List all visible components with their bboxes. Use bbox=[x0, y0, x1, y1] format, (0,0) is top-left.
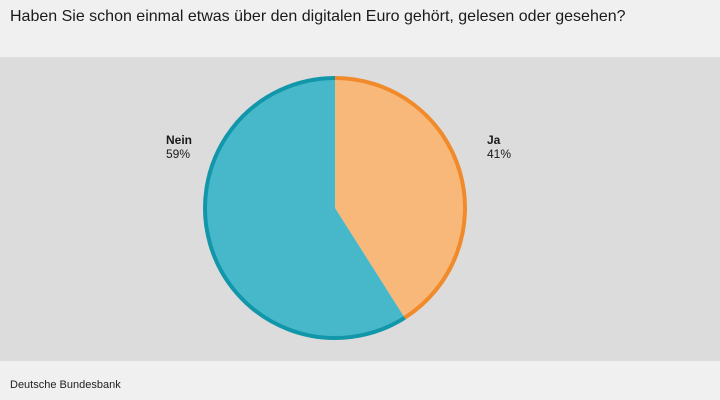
chart-panel: Nein 59% Ja 41% bbox=[0, 57, 720, 361]
source-note: Deutsche Bundesbank bbox=[10, 379, 121, 391]
slice-label-ja: Ja 41% bbox=[487, 133, 511, 161]
slice-value-nein: 59% bbox=[165, 147, 191, 161]
pie-slice-nein bbox=[205, 78, 405, 338]
slice-label-nein: Nein 59% bbox=[166, 133, 192, 161]
slice-name-ja: Ja bbox=[487, 133, 501, 147]
slice-name-nein: Nein bbox=[165, 133, 192, 147]
pie-rim-ja bbox=[334, 76, 467, 320]
pie-rim-nein bbox=[203, 76, 406, 340]
chart-title: Haben Sie schon einmal etwas über den di… bbox=[10, 8, 626, 25]
slice-value-ja: 41% bbox=[487, 147, 512, 161]
pie-chart bbox=[203, 76, 467, 340]
pie-slice-ja bbox=[335, 78, 466, 318]
